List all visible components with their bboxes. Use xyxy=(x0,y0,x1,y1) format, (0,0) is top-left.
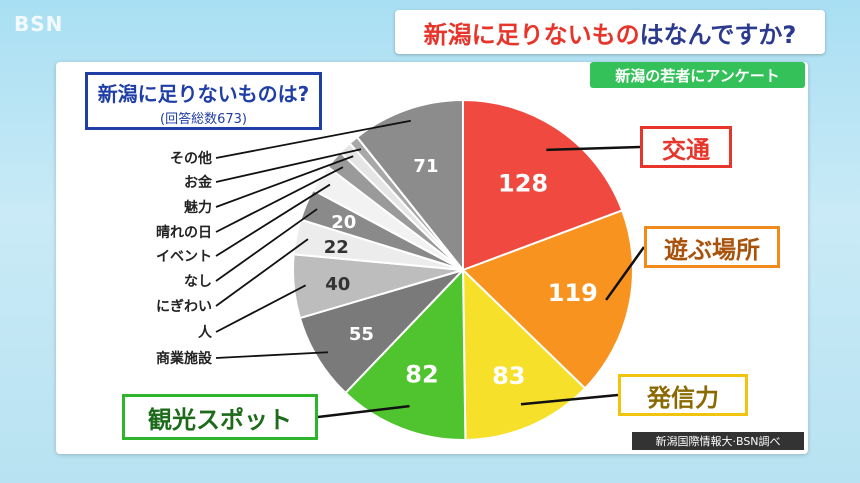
leader-line-7 xyxy=(215,208,318,282)
headline-rest: はなんですか? xyxy=(639,20,797,49)
slice-label-self-promotion: 発信力 xyxy=(618,374,748,416)
value-label-2: 83 xyxy=(492,362,525,390)
slice-label-other: その他 xyxy=(170,151,212,167)
pie-slice-4 xyxy=(298,267,467,395)
leader-line-6 xyxy=(215,238,309,307)
pie-slice-1 xyxy=(461,209,634,390)
slice-label-charm: 魅力 xyxy=(184,200,212,216)
subheadline-badge: 新潟の若者にアンケート xyxy=(590,62,805,88)
leader-line-9 xyxy=(215,166,344,233)
headline-highlight: 新潟に足りないもの xyxy=(423,20,640,49)
slice-label-liveliness: にぎわい xyxy=(156,299,212,315)
pie-slice-12 xyxy=(355,98,464,273)
leader-line-11 xyxy=(215,148,362,183)
leader-line-2 xyxy=(520,393,619,406)
value-label-5: 40 xyxy=(325,274,350,295)
slice-label-play-spots: 遊ぶ場所 xyxy=(644,226,780,268)
leader-line-1 xyxy=(605,246,646,301)
leader-line-4 xyxy=(215,351,329,359)
pie-slice-0 xyxy=(462,98,624,272)
slice-label-sightseeing: 観光スポット xyxy=(122,394,318,440)
slice-label-commercial-facilities: 商業施設 xyxy=(156,351,212,367)
pie-slice-3 xyxy=(344,267,467,441)
chart-title: 新潟に足りないものは? xyxy=(97,82,310,106)
leader-line-8 xyxy=(215,183,331,257)
headline-banner: 新潟に足りないもの はなんですか? xyxy=(395,10,825,54)
value-label-1: 119 xyxy=(548,279,598,307)
slice-label-money: お金 xyxy=(184,175,212,191)
value-label-4: 55 xyxy=(349,324,374,345)
source-credit: 新潟国際情報大·BSN調べ xyxy=(632,432,804,450)
value-label-3: 82 xyxy=(405,360,438,388)
leader-line-12 xyxy=(215,119,411,159)
chart-subtitle: (回答総数673) xyxy=(160,112,247,127)
value-label-6: 22 xyxy=(324,237,349,258)
leader-line-5 xyxy=(215,284,307,333)
slice-label-transport: 交通 xyxy=(640,126,732,168)
slice-label-events: イベント xyxy=(156,249,212,265)
slice-label-sunny-days: 晴れの日 xyxy=(156,225,212,241)
chart-title-box: 新潟に足りないものは? (回答総数673) xyxy=(85,72,322,130)
channel-logo: BSN xyxy=(14,12,64,36)
leader-line-10 xyxy=(215,155,354,208)
value-label-0: 128 xyxy=(498,169,548,197)
leader-line-3 xyxy=(317,404,410,419)
value-label-7: 20 xyxy=(331,212,356,233)
slice-label-people: 人 xyxy=(198,325,212,341)
value-label-12: 71 xyxy=(413,156,438,177)
pie-slice-2 xyxy=(461,267,587,441)
leader-line-0 xyxy=(546,145,641,152)
slice-label-none: なし xyxy=(184,274,212,290)
